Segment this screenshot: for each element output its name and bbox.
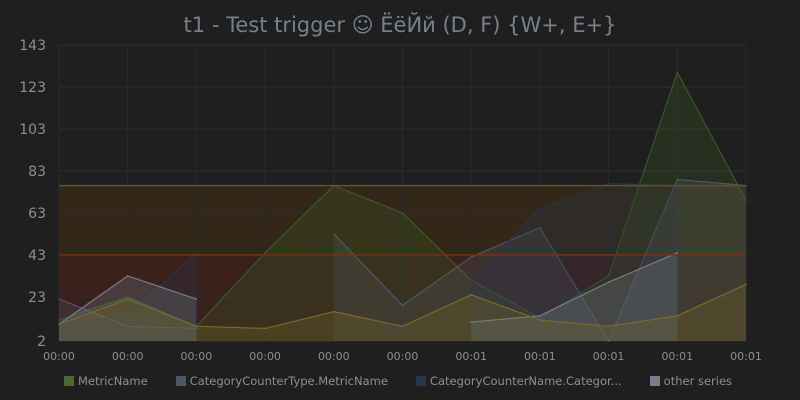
data-point — [607, 275, 610, 277]
data-point — [333, 233, 335, 235]
data-point — [264, 327, 266, 330]
y-tick-label: 143 — [19, 38, 46, 54]
x-tick-label: 00:00 — [112, 350, 144, 363]
data-point — [126, 325, 129, 328]
y-tick-label: 43 — [28, 248, 46, 264]
legend-label: CategoryCounterName.Categor... — [429, 374, 622, 388]
x-tick-label: 00:01 — [661, 350, 693, 363]
series-2 — [58, 182, 679, 341]
data-point — [333, 310, 335, 313]
legend-label: other series — [663, 374, 733, 388]
data-point — [745, 283, 747, 286]
data-point — [470, 294, 473, 296]
data-point — [126, 298, 129, 300]
legend-item[interactable]: CategoryCounterType.MetricName — [175, 374, 388, 388]
data-point — [745, 199, 747, 202]
legend: MetricName CategoryCounterType.MetricName… — [64, 372, 760, 390]
data-point — [470, 279, 473, 281]
data-point — [539, 315, 541, 317]
y-tick-label: 23 — [28, 290, 46, 306]
data-point — [607, 281, 610, 284]
series-area — [59, 275, 197, 341]
x-tick-label: 00:00 — [249, 350, 281, 363]
data-point — [195, 327, 198, 330]
series-area — [59, 252, 197, 341]
series-4 — [58, 283, 747, 341]
data-point — [195, 298, 198, 300]
series-3 — [58, 252, 679, 341]
data-point — [539, 226, 541, 229]
data-point — [401, 304, 404, 307]
data-point — [539, 207, 541, 210]
series-area — [59, 284, 746, 341]
x-tick-label: 00:00 — [43, 350, 75, 363]
data-point — [607, 325, 610, 328]
x-tick-label: 00:01 — [455, 350, 487, 363]
y-tick-label: 123 — [19, 80, 46, 96]
x-tick-label: 00:00 — [181, 350, 213, 363]
x-tick-label: 00:01 — [593, 350, 625, 363]
series-area — [333, 179, 746, 341]
y-tick-label: 103 — [19, 122, 46, 138]
data-point — [676, 178, 679, 181]
y-tick-label: 63 — [28, 206, 46, 222]
data-point — [676, 71, 679, 74]
data-point — [470, 321, 473, 323]
legend-item[interactable]: CategoryCounterName.Categor... — [415, 374, 622, 388]
data-point — [401, 212, 404, 214]
x-tick-label: 00:00 — [318, 350, 350, 363]
series-line — [470, 182, 678, 281]
data-point — [195, 325, 198, 328]
legend-swatch — [649, 376, 660, 386]
series-area — [59, 299, 197, 341]
series-line — [471, 252, 678, 323]
legend-item[interactable]: MetricName — [64, 374, 148, 388]
data-point — [58, 323, 60, 326]
series-area — [471, 183, 678, 341]
data-point — [539, 319, 541, 321]
x-tick-label: 00:00 — [387, 350, 419, 363]
legend-swatch — [415, 376, 426, 386]
data-point — [126, 315, 129, 317]
legend-label: MetricName — [78, 374, 148, 388]
data-point — [126, 296, 129, 298]
legend-label: CategoryCounterType.MetricName — [189, 374, 388, 388]
series-area — [59, 72, 746, 342]
y-tick-label: 83 — [28, 164, 46, 180]
data-point — [470, 256, 473, 258]
data-point — [676, 252, 679, 254]
legend-item[interactable]: other series — [649, 374, 733, 388]
y-tick-label: 2 — [37, 334, 46, 350]
data-point — [264, 252, 266, 254]
data-point — [676, 315, 679, 317]
data-point — [126, 275, 129, 277]
data-point — [607, 340, 610, 342]
data-point — [401, 325, 404, 328]
x-tick-label: 00:01 — [730, 350, 762, 363]
data-point — [607, 182, 610, 185]
legend-swatch — [64, 376, 74, 386]
data-point — [58, 298, 60, 300]
data-point — [539, 317, 541, 319]
data-point — [195, 252, 198, 254]
data-point — [58, 319, 60, 321]
legend-swatch — [175, 376, 186, 386]
x-tick-label: 00:01 — [524, 350, 556, 363]
chart-title: t1 - Test trigger ☺ ЁёЙй (D, F) {W+, E+} — [183, 13, 617, 37]
